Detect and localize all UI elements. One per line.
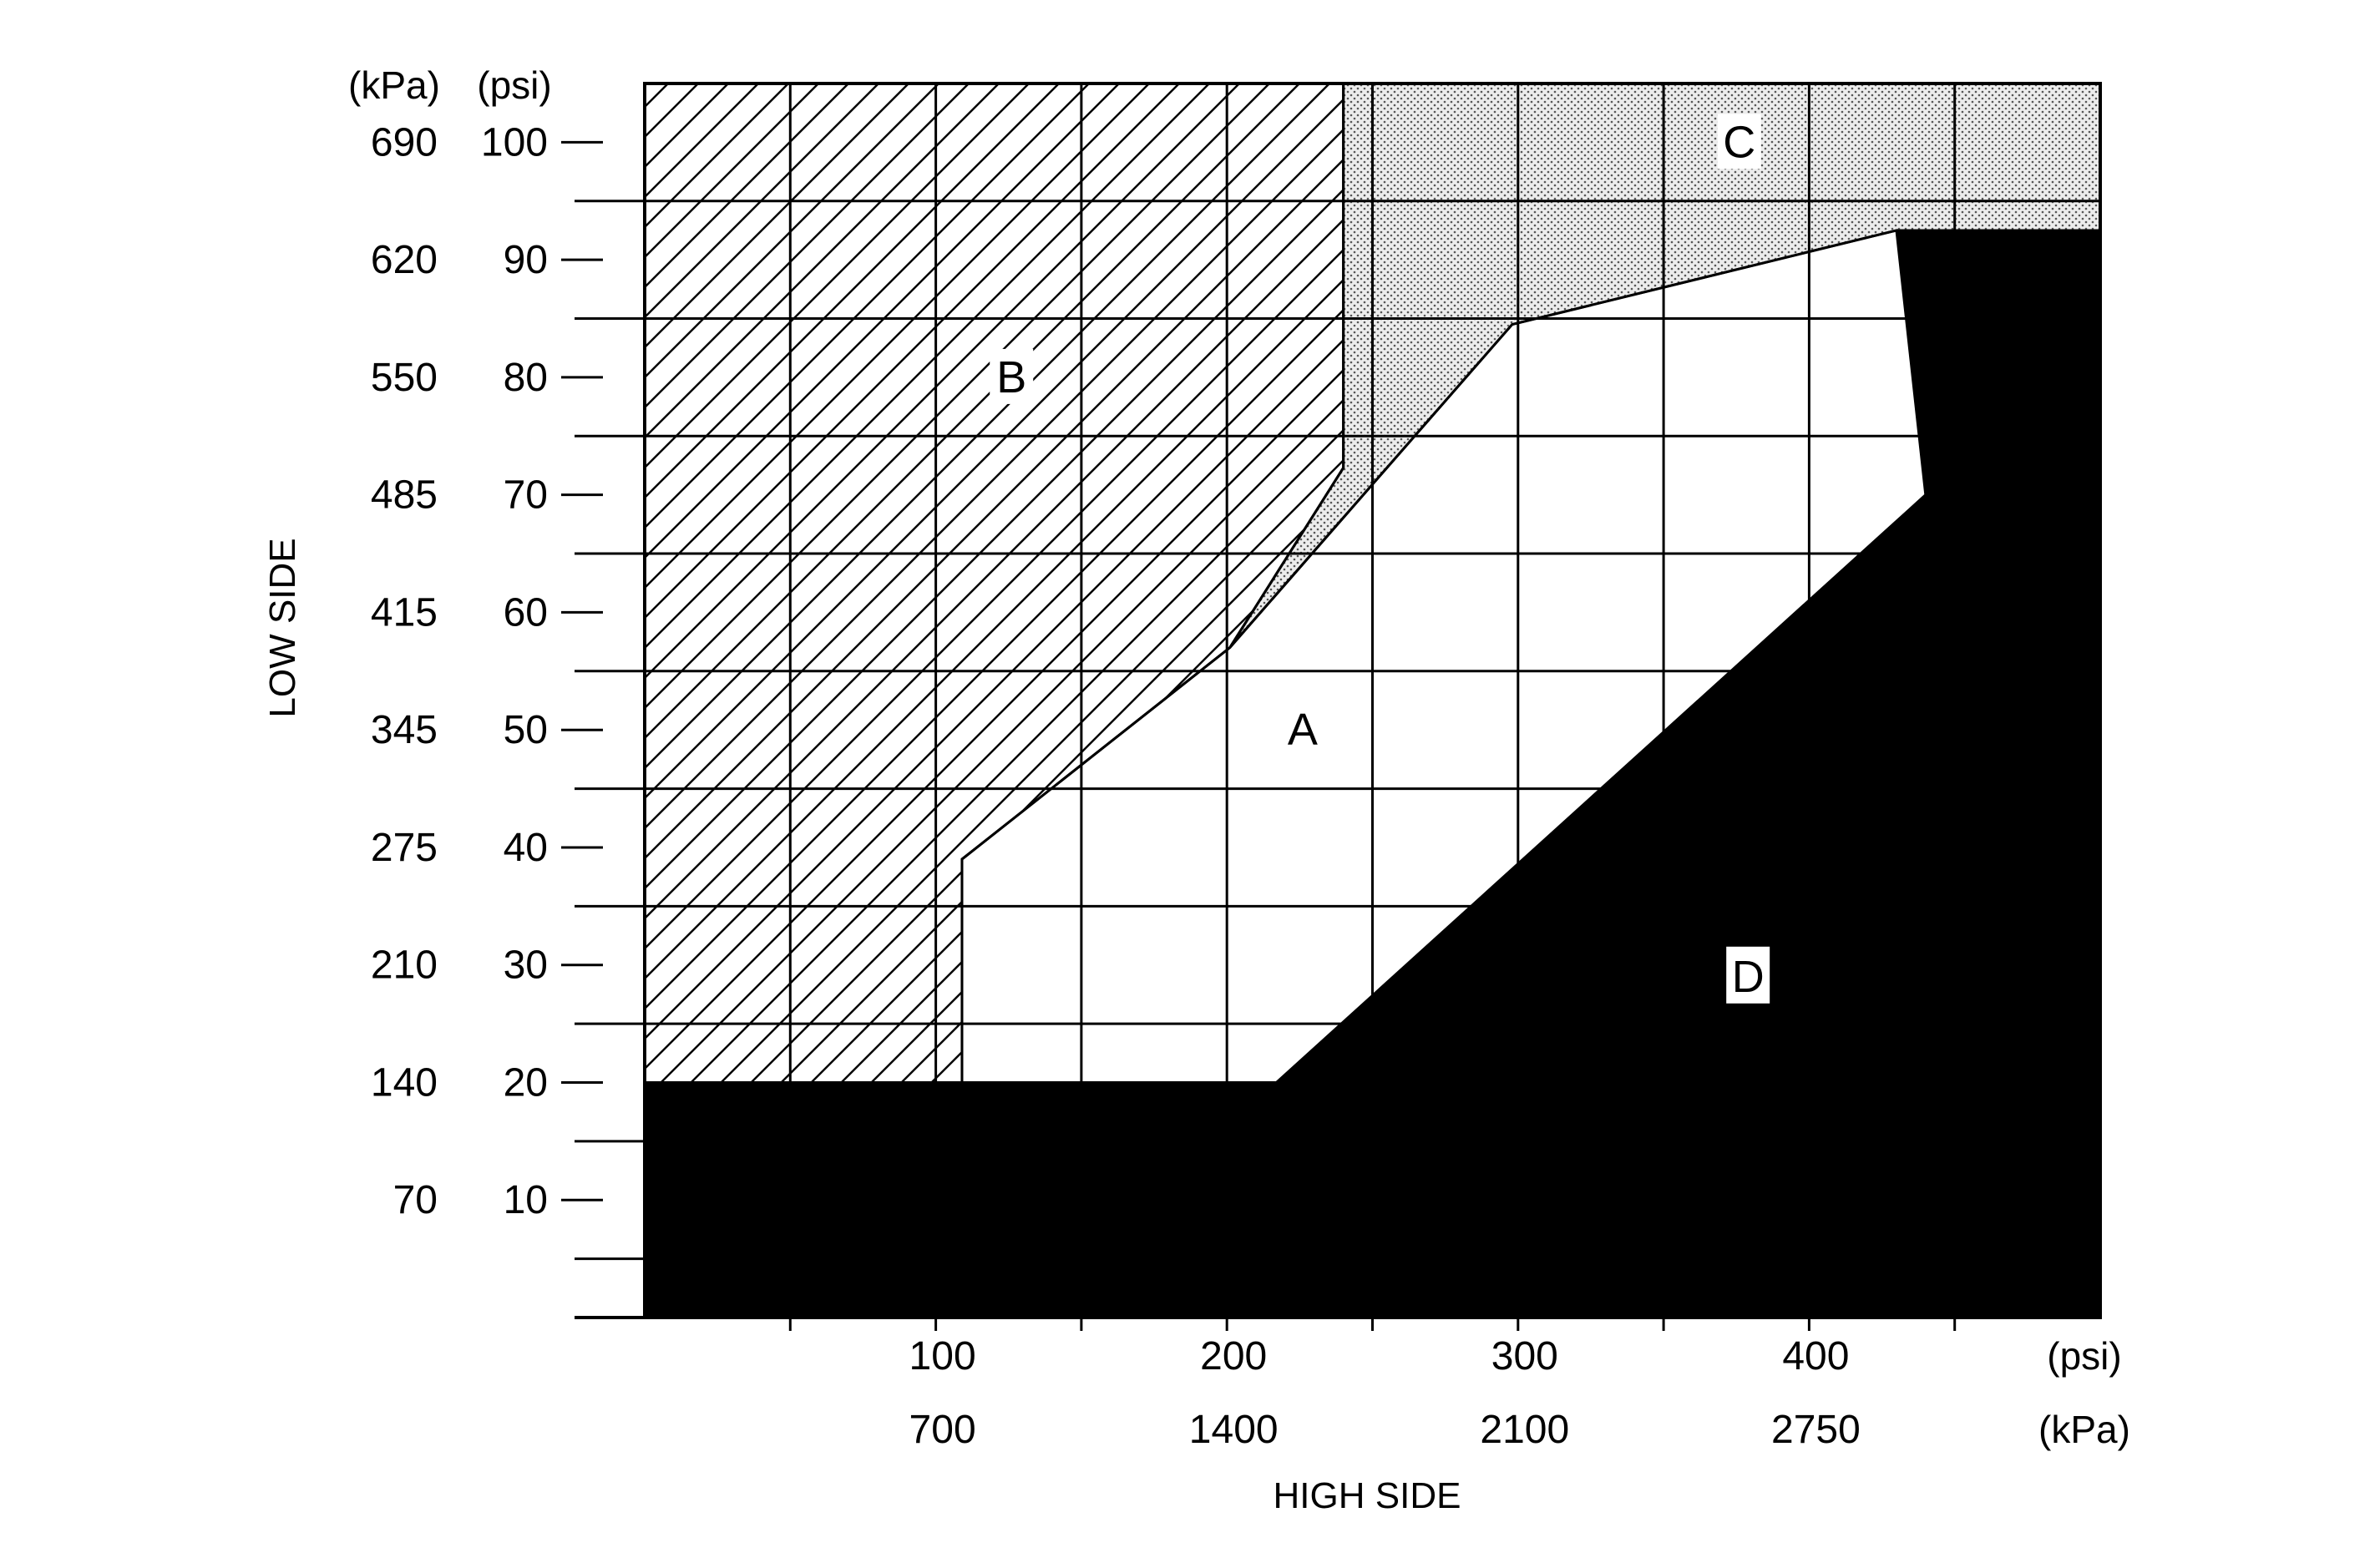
y-tick-label-kpa: 70: [393, 1178, 438, 1222]
region-b: [645, 83, 1344, 1083]
region-label-background: [1717, 114, 1761, 169]
y-tick-label-psi: 10: [504, 1178, 548, 1222]
y-tick-label-kpa: 210: [371, 943, 438, 988]
y-tick-label-psi: 60: [504, 590, 548, 635]
y-tick-label-psi: 50: [504, 708, 548, 752]
y-tick-label-psi: 20: [504, 1060, 548, 1105]
x-unit-label-kpa: (kPa): [2038, 1408, 2130, 1451]
x-axis-title: HIGH SIDE: [1274, 1475, 1461, 1516]
y-unit-label-psi: (psi): [477, 63, 551, 107]
y-tick-label-psi: 80: [504, 356, 548, 400]
region-label-background: [1726, 946, 1770, 1004]
y-tick-label-kpa: 275: [371, 826, 438, 870]
region-c: [1229, 83, 2100, 648]
x-tick-label-kpa: 2100: [1480, 1408, 1569, 1452]
region-label-a: A: [1288, 705, 1318, 755]
x-tick-label-kpa: 1400: [1189, 1408, 1279, 1452]
y-tick-label-kpa: 345: [371, 708, 438, 752]
x-tick-label-psi: 100: [909, 1334, 976, 1378]
x-tick-label-psi: 400: [1782, 1334, 1849, 1378]
y-tick-label-kpa: 550: [371, 356, 438, 400]
x-tick-label-psi: 300: [1491, 1334, 1558, 1378]
y-axis-title: LOW SIDE: [262, 538, 303, 717]
y-tick-label-psi: 70: [504, 473, 548, 518]
region-label-b: B: [996, 352, 1026, 402]
y-tick-label-psi: 90: [504, 238, 548, 282]
y-tick-label-psi: 100: [481, 120, 548, 164]
region-d: [645, 229, 2100, 1318]
y-tick-label-psi: 40: [504, 826, 548, 870]
region-a: [961, 230, 1926, 1083]
region-label-c: C: [1723, 117, 1755, 167]
regions-layer: [645, 83, 2100, 1083]
y-tick-label-kpa: 690: [371, 120, 438, 164]
y-tick-label-kpa: 140: [371, 1060, 438, 1105]
y-unit-label-kpa: (kPa): [348, 63, 440, 107]
y-tick-label-psi: 30: [504, 943, 548, 988]
y-tick-label-kpa: 620: [371, 238, 438, 282]
y-tick-label-kpa: 485: [371, 473, 438, 518]
x-tick-label-psi: 200: [1200, 1334, 1267, 1378]
region-label-background: [990, 348, 1034, 404]
x-tick-label-kpa: 2750: [1771, 1408, 1861, 1452]
x-tick-label-kpa: 700: [909, 1408, 976, 1452]
labels-layer: LOW SIDE HIGH SIDE (kPa) (psi) (psi) (kP…: [262, 63, 2130, 1516]
y-tick-label-kpa: 415: [371, 590, 438, 635]
plot-frame: [643, 82, 2102, 1319]
x-unit-label-psi: (psi): [2047, 1334, 2121, 1378]
region-label-d: D: [1732, 952, 1765, 1002]
grid-layer: [645, 83, 2100, 1318]
